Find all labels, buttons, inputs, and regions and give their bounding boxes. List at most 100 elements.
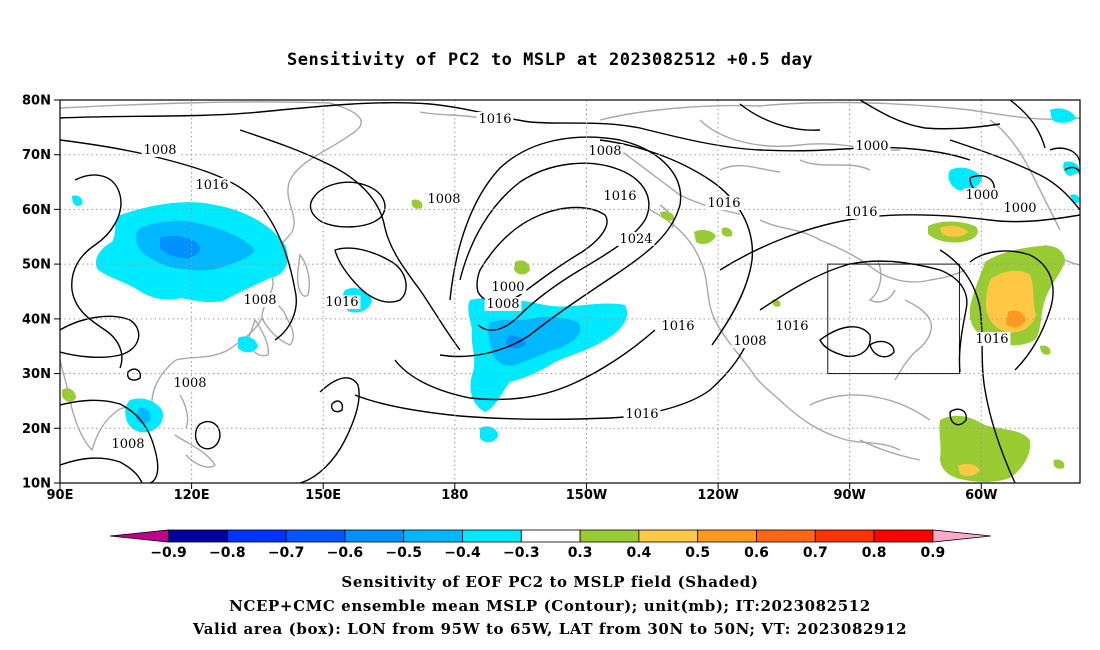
colorbar-swatch [462, 529, 522, 543]
contour-label-bg [193, 178, 231, 192]
colorbar-swatch [520, 529, 581, 543]
contour-label: 1008 [111, 437, 144, 452]
contour-label-bg [141, 143, 179, 157]
contour-label-bg [963, 188, 1001, 202]
colorbar-swatch [873, 529, 934, 543]
contour-label-bg [109, 437, 147, 451]
lat-label-20n: 20N [22, 422, 51, 437]
contour-label-bg [773, 319, 811, 333]
colorbar-swatch [403, 529, 463, 543]
contour-label: 1008 [173, 376, 206, 391]
colorbar-label: 0.6 [744, 545, 769, 561]
contour-label-bg [476, 112, 514, 126]
map-frame [59, 99, 1081, 484]
lat-label-70n: 70N [22, 148, 51, 163]
lat-label-40n: 40N [22, 312, 51, 327]
contour-label: 1000 [965, 188, 998, 203]
graticule [60, 100, 1080, 483]
contour-label-bg [323, 295, 361, 309]
colorbar-label: 0.9 [920, 545, 945, 561]
colorbar-swatch [697, 529, 757, 543]
lat-label-60n: 60N [22, 203, 51, 218]
negative-sensitivity-shading [72, 108, 1080, 443]
contour-label-bg [601, 189, 639, 203]
colorbar-label: −0.9 [150, 545, 187, 561]
lat-label-50n: 50N [22, 258, 51, 273]
lon-label-180: 180 [441, 488, 468, 503]
contour-label: 1008 [486, 297, 519, 312]
lon-label-90e: 90E [47, 488, 74, 503]
contour-label: 1016 [195, 178, 228, 193]
contour-label-bg [484, 297, 522, 311]
contour-label: 1000 [1003, 201, 1036, 216]
colorbar-overflow-triangle [932, 529, 991, 543]
contour-label: 1008 [427, 192, 460, 207]
lat-label-10n: 10N [22, 477, 51, 492]
caption-valid-area: Valid area (box): LON from 95W to 65W, L… [192, 620, 908, 638]
colorbar-swatch [579, 529, 640, 543]
colorbar-label: −0.5 [385, 545, 422, 561]
colorbar-label: −0.8 [209, 545, 246, 561]
lon-label-120e: 120E [174, 488, 210, 503]
contour-label: 1016 [661, 319, 694, 334]
lon-label-120w: 120W [697, 488, 738, 503]
contour-label-bg [617, 232, 655, 246]
contour-label: 1008 [243, 293, 276, 308]
contour-label-bg [586, 144, 624, 158]
contour-label: 1016 [975, 332, 1008, 347]
contour-label-bg [659, 319, 697, 333]
latitude-ticks [54, 99, 60, 484]
valid-area-box [827, 263, 960, 375]
colorbar-label: 0.7 [803, 545, 828, 561]
colorbar-swatch [814, 529, 875, 543]
lon-label-150w: 150W [566, 488, 607, 503]
colorbar-swatch [344, 529, 405, 543]
contour-label-bg [425, 192, 463, 206]
colorbar: −0.9 −0.8 −0.7 −0.6 −0.5 −0.4 −0.3 0.3 0.4 0.5 0.6… [109, 529, 991, 561]
contour-label: 1008 [733, 334, 766, 349]
contour-label-bg [241, 293, 279, 307]
colorbar-label: −0.4 [444, 545, 481, 561]
contour-label: 1016 [775, 319, 808, 334]
caption-shading: Sensitivity of EOF PC2 to MSLP field (Sh… [341, 573, 759, 591]
contour-label-bg [731, 334, 769, 348]
contour-label: 1016 [707, 196, 740, 211]
lat-label-30n: 30N [22, 367, 51, 382]
colorbar-label: −0.3 [503, 545, 540, 561]
colorbar-label: 0.4 [626, 545, 651, 561]
contour-label: 1024 [619, 232, 652, 247]
lon-label-90w: 90W [833, 488, 865, 503]
contour-label: 1000 [855, 139, 888, 154]
contour-label: 1000 [491, 280, 524, 295]
contour-label-bg [171, 376, 209, 390]
lon-label-150e: 150E [305, 488, 341, 503]
colorbar-label: 0.5 [685, 545, 710, 561]
contour-label-bg [973, 332, 1011, 346]
longitude-ticks [59, 483, 982, 489]
figure-title: Sensitivity of PC2 to MSLP at 2023082512… [286, 50, 813, 70]
colorbar-label: −0.7 [268, 545, 305, 561]
contour-label: 1008 [588, 144, 621, 159]
contour-label: 1008 [143, 143, 176, 158]
colorbar-swatch [756, 529, 816, 543]
caption-contour: NCEP+CMC ensemble mean MSLP (Contour); u… [229, 597, 871, 615]
contour-label-bg [489, 280, 527, 294]
contour-labels: 1016 1008 1016 1008 1000 1000 1008 1016 1016 1008… [109, 112, 1039, 452]
contour-label-bg [853, 139, 891, 153]
map-axes: 80N 70N 60N 50N 40N 30N 20N 10N 90E 120E… [22, 94, 998, 504]
colorbar-swatch [168, 529, 228, 543]
contour-label: 1016 [478, 112, 511, 127]
colorbar-label: 0.8 [862, 545, 887, 561]
lat-label-80n: 80N [22, 94, 51, 109]
contour-label: 1016 [844, 205, 877, 220]
contour-label: 1016 [603, 189, 636, 204]
contour-label: 1016 [325, 295, 358, 310]
colorbar-underflow-triangle [109, 529, 169, 543]
contour-label-bg [705, 196, 743, 210]
lon-label-60w: 60W [965, 488, 997, 503]
colorbar-swatch [226, 529, 287, 543]
contour-label: 1016 [625, 407, 658, 422]
colorbar-label: −0.6 [327, 545, 364, 561]
colorbar-swatch [285, 529, 346, 543]
